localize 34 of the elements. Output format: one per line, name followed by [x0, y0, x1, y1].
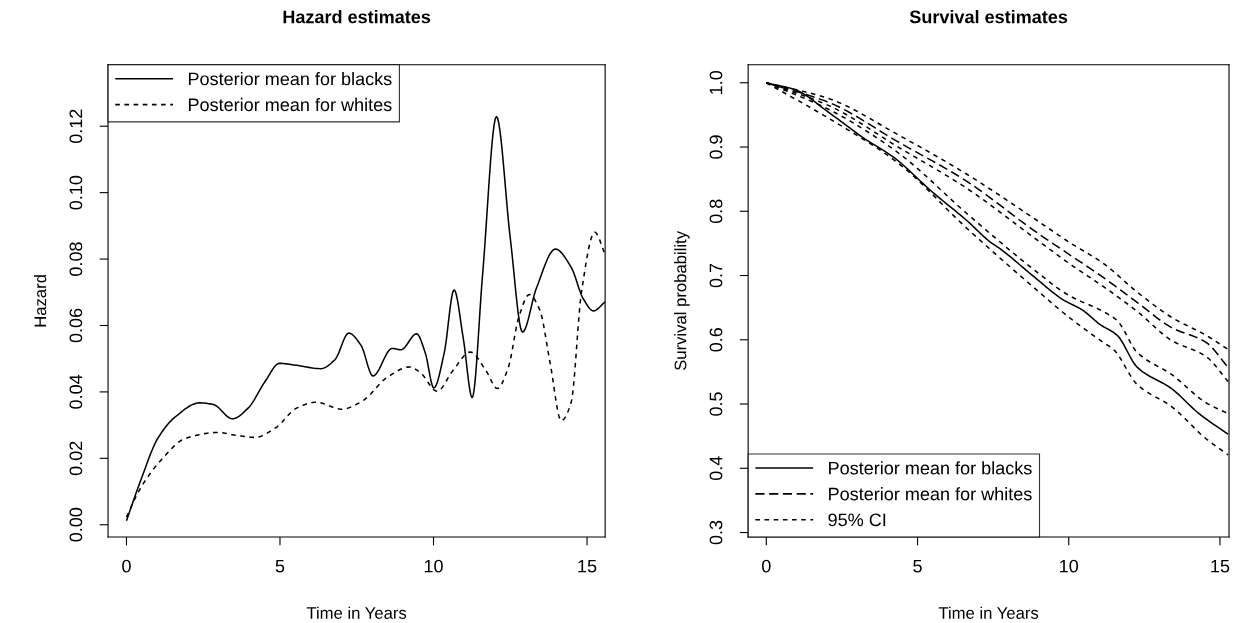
- legend-label: Posterior mean for blacks: [188, 72, 392, 86]
- y-tick-label: 0.6: [709, 328, 723, 352]
- x-tick-label: 10: [424, 559, 443, 573]
- legend-label: Posterior mean for whites: [829, 487, 1032, 501]
- x-tick-label: 0: [761, 559, 771, 573]
- y-tick-label: 0.8: [709, 199, 723, 224]
- x-tick-label: 15: [578, 559, 597, 573]
- legend-label: Posterior mean for blacks: [829, 461, 1032, 475]
- legend-label: 95% CI: [828, 513, 886, 527]
- x-tick-label: 5: [275, 559, 285, 573]
- x-tick-label: 0: [122, 559, 131, 573]
- y-tick-label: 0.7: [709, 263, 723, 288]
- y-tick-label: 1.0: [709, 70, 723, 94]
- y-axis-title: Survival probability: [674, 231, 690, 371]
- x-tick-label: 15: [1211, 559, 1230, 573]
- y-axis-title: Hazard: [34, 275, 47, 327]
- y-tick-label: 0.00: [69, 507, 83, 542]
- chart-title: Hazard estimates: [283, 10, 431, 24]
- x-axis-title: Time in Years: [938, 606, 1039, 619]
- y-tick-label: 0.5: [709, 392, 723, 416]
- y-tick-label: 0.3: [709, 520, 723, 545]
- y-tick-label: 0.04: [69, 374, 83, 409]
- chart-title: Survival estimates: [909, 10, 1068, 24]
- y-tick-label: 0.10: [69, 175, 83, 210]
- x-tick-label: 10: [1060, 559, 1079, 573]
- x-tick-label: 5: [913, 559, 922, 573]
- x-axis-title: Time in Years: [306, 606, 407, 619]
- y-tick-label: 0.12: [69, 109, 83, 144]
- y-tick-label: 0.9: [709, 135, 723, 159]
- y-tick-label: 0.4: [709, 456, 723, 481]
- legend-label: Posterior mean for whites: [188, 97, 392, 112]
- y-tick-label: 0.02: [69, 441, 83, 476]
- y-tick-label: 0.06: [69, 308, 83, 343]
- y-tick-label: 0.08: [69, 242, 83, 276]
